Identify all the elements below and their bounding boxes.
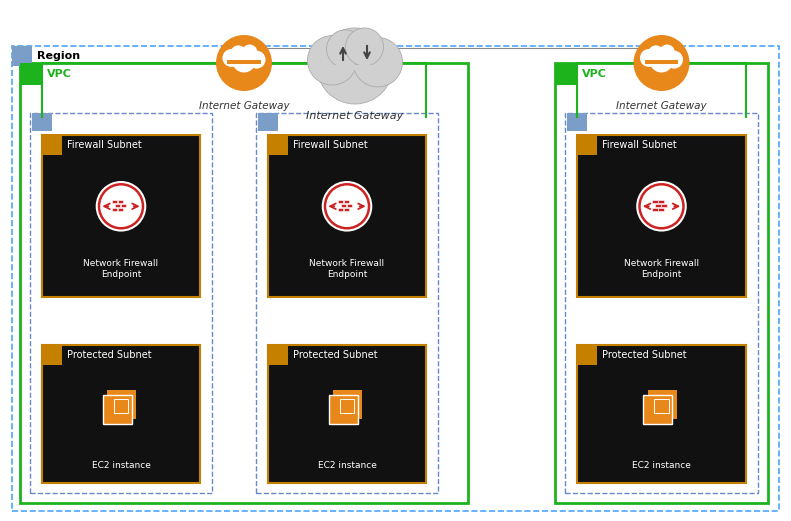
Circle shape [216,35,272,91]
Text: VPC: VPC [47,69,72,79]
Bar [121,204,127,207]
Bar [567,113,587,131]
Circle shape [308,35,357,85]
Text: EC2 instance: EC2 instance [92,461,150,469]
Bar [268,345,426,483]
Bar [115,204,120,207]
Text: Region: Region [37,51,80,61]
Bar [118,208,123,211]
Text: EC2 instance: EC2 instance [317,461,377,469]
Circle shape [222,49,240,67]
Text: VPC: VPC [582,69,607,79]
Bar [577,345,746,483]
Bar [577,345,597,365]
Bar [329,395,358,424]
Bar [565,113,758,493]
Text: Protected Subnet: Protected Subnet [602,350,687,360]
Text: Network Firewall
Endpoint: Network Firewall Endpoint [83,259,158,279]
Circle shape [242,44,257,60]
Bar [644,395,672,424]
Circle shape [327,30,365,68]
Bar [653,208,658,211]
Bar [32,113,52,131]
Bar [555,63,577,85]
Bar [227,60,261,65]
Bar [338,200,343,203]
Text: Network Firewall
Endpoint: Network Firewall Endpoint [624,259,699,279]
Bar [258,113,278,131]
Circle shape [636,181,687,231]
Circle shape [230,45,246,61]
Bar [42,135,200,297]
Bar [555,63,768,503]
Bar [658,208,664,211]
Bar [577,135,746,297]
Bar [658,200,664,203]
Circle shape [346,28,384,66]
Text: Firewall Subnet: Firewall Subnet [602,140,677,150]
Circle shape [233,49,255,72]
Text: Internet Gateway: Internet Gateway [306,111,403,121]
Bar [268,135,288,155]
Bar [30,113,212,493]
Bar [12,46,32,66]
Circle shape [248,51,266,69]
Circle shape [665,51,683,69]
Circle shape [640,49,658,67]
Bar [661,204,667,207]
Bar [103,395,132,424]
Circle shape [322,181,373,231]
Bar [103,395,132,424]
Bar [20,63,468,503]
Bar [340,399,354,413]
Bar [341,204,346,207]
Text: Network Firewall
Endpoint: Network Firewall Endpoint [309,259,384,279]
Bar [654,399,668,413]
Bar [644,395,672,424]
Bar [344,208,350,211]
Text: Firewall Subnet: Firewall Subnet [293,140,368,150]
Bar [268,345,288,365]
Bar [334,390,362,419]
Text: Internet Gateway: Internet Gateway [199,101,290,111]
Bar [268,135,426,297]
Circle shape [353,38,403,87]
Bar [42,135,62,155]
Bar [114,399,128,413]
Bar [12,46,779,511]
Bar [112,200,117,203]
Bar [344,200,350,203]
Text: EC2 instance: EC2 instance [632,461,691,469]
Bar [256,113,438,493]
Circle shape [96,181,146,231]
Circle shape [648,45,664,61]
Bar [20,63,42,85]
Text: Protected Subnet: Protected Subnet [67,350,152,360]
Bar [329,395,358,424]
Bar [577,135,597,155]
Bar [653,200,658,203]
Bar [648,390,677,419]
Bar [112,208,117,211]
Text: Internet Gateway: Internet Gateway [616,101,707,111]
Circle shape [649,49,673,72]
Bar [645,60,679,65]
Bar [338,208,343,211]
Circle shape [634,35,690,91]
Bar [118,200,123,203]
Text: Firewall Subnet: Firewall Subnet [67,140,142,150]
Circle shape [659,44,675,60]
Bar [108,390,136,419]
Bar [42,345,62,365]
Circle shape [317,28,393,104]
Text: Protected Subnet: Protected Subnet [293,350,377,360]
Bar [42,345,200,483]
Bar [656,204,660,207]
Bar [317,65,393,70]
Bar [347,204,352,207]
